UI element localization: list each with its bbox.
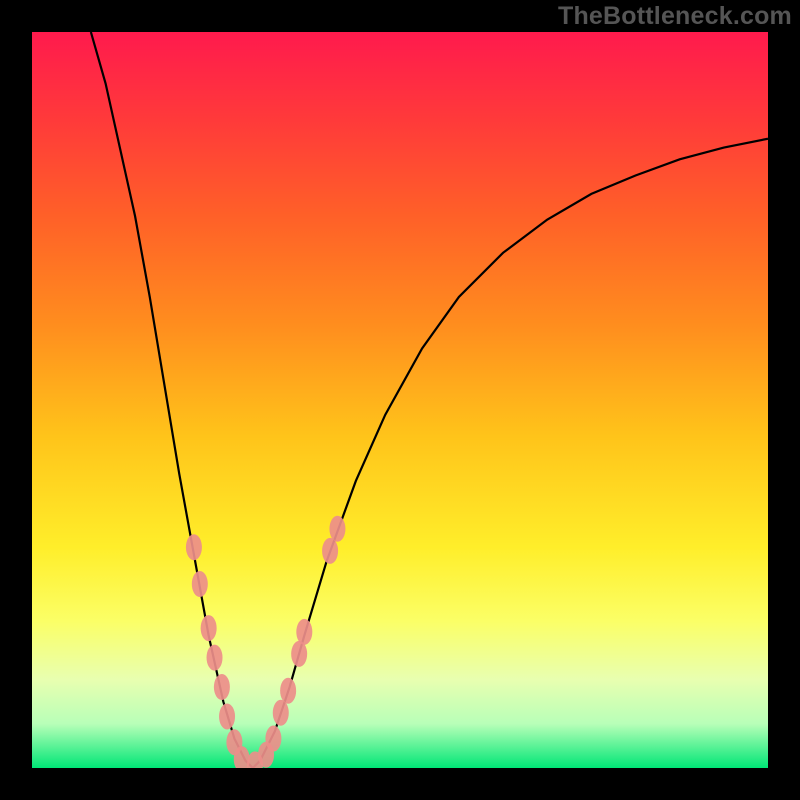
marker-dot	[322, 538, 338, 564]
marker-dot	[214, 674, 230, 700]
marker-dot	[296, 619, 312, 645]
chart-canvas	[0, 0, 800, 800]
marker-dot	[207, 645, 223, 671]
marker-dot	[273, 700, 289, 726]
stage: TheBottleneck.com	[0, 0, 800, 800]
marker-dot	[201, 615, 217, 641]
marker-dot	[280, 678, 296, 704]
marker-dot	[186, 534, 202, 560]
marker-dot	[291, 641, 307, 667]
plot-background	[32, 32, 768, 768]
marker-dot	[219, 703, 235, 729]
marker-dot	[192, 571, 208, 597]
watermark-text: TheBottleneck.com	[558, 2, 792, 31]
marker-dot	[329, 516, 345, 542]
marker-dot	[265, 726, 281, 752]
